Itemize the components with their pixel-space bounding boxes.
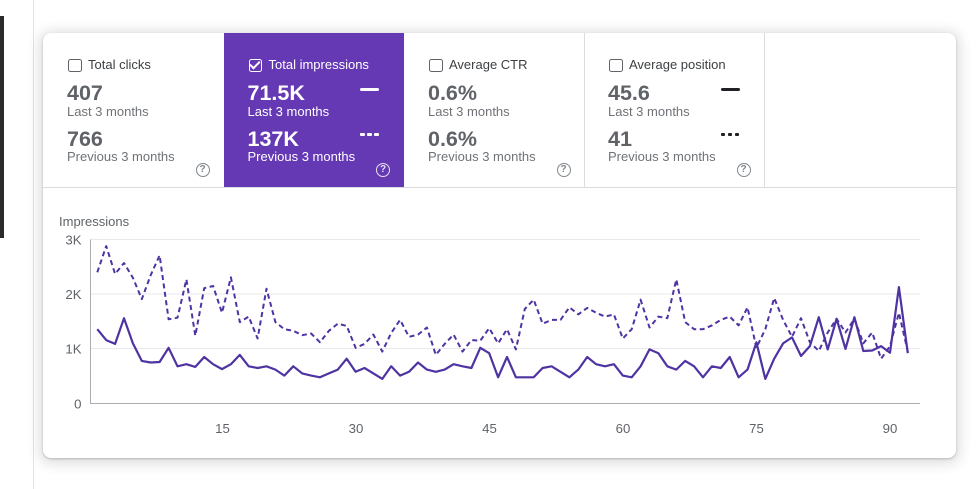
- svg-text:3K: 3K: [65, 232, 81, 247]
- svg-text:75: 75: [749, 421, 764, 436]
- svg-text:60: 60: [616, 421, 631, 436]
- svg-text:30: 30: [349, 421, 364, 436]
- svg-text:45: 45: [482, 421, 497, 436]
- svg-text:2K: 2K: [65, 287, 81, 302]
- svg-text:15: 15: [215, 421, 230, 436]
- svg-text:1K: 1K: [65, 341, 81, 356]
- svg-text:90: 90: [883, 421, 898, 436]
- svg-text:0: 0: [74, 396, 81, 411]
